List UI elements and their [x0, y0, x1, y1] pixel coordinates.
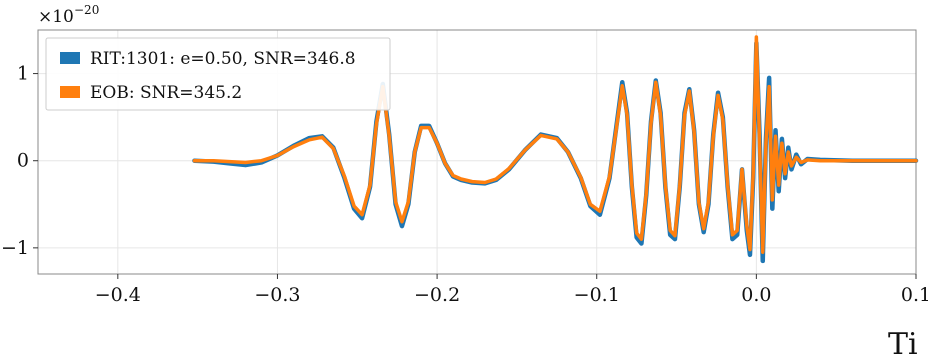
x-tick-label: 0.0	[741, 284, 771, 306]
y-tick-label: −1	[1, 237, 29, 259]
y-scale-exponent: −20	[74, 3, 99, 17]
x-tick-label: −0.2	[414, 284, 460, 306]
x-tick-label: −0.1	[574, 284, 620, 306]
legend-swatch	[60, 86, 80, 98]
x-axis-ticks: −0.4 −0.3 −0.2 −0.1 0.0 0.1	[95, 274, 928, 306]
y-tick-label: 1	[17, 63, 29, 85]
x-tick-label: −0.4	[95, 284, 141, 306]
legend: RIT:1301: e=0.50, SNR=346.8 EOB: SNR=345.…	[45, 37, 391, 111]
legend-entry-label: RIT:1301: e=0.50, SNR=346.8	[90, 49, 356, 69]
x-tick-label: 0.1	[901, 284, 928, 306]
y-tick-label: 0	[17, 150, 29, 172]
x-axis-label: Ti	[888, 327, 918, 362]
x-tick-label: −0.3	[254, 284, 300, 306]
legend-swatch	[60, 52, 80, 64]
legend-box	[45, 37, 391, 111]
plot-frame	[37, 29, 917, 275]
y-scale-multiplier: ×10	[38, 7, 74, 27]
legend-entry-label: EOB: SNR=345.2	[90, 83, 242, 103]
y-axis-ticks: −1 0 1	[1, 63, 38, 259]
